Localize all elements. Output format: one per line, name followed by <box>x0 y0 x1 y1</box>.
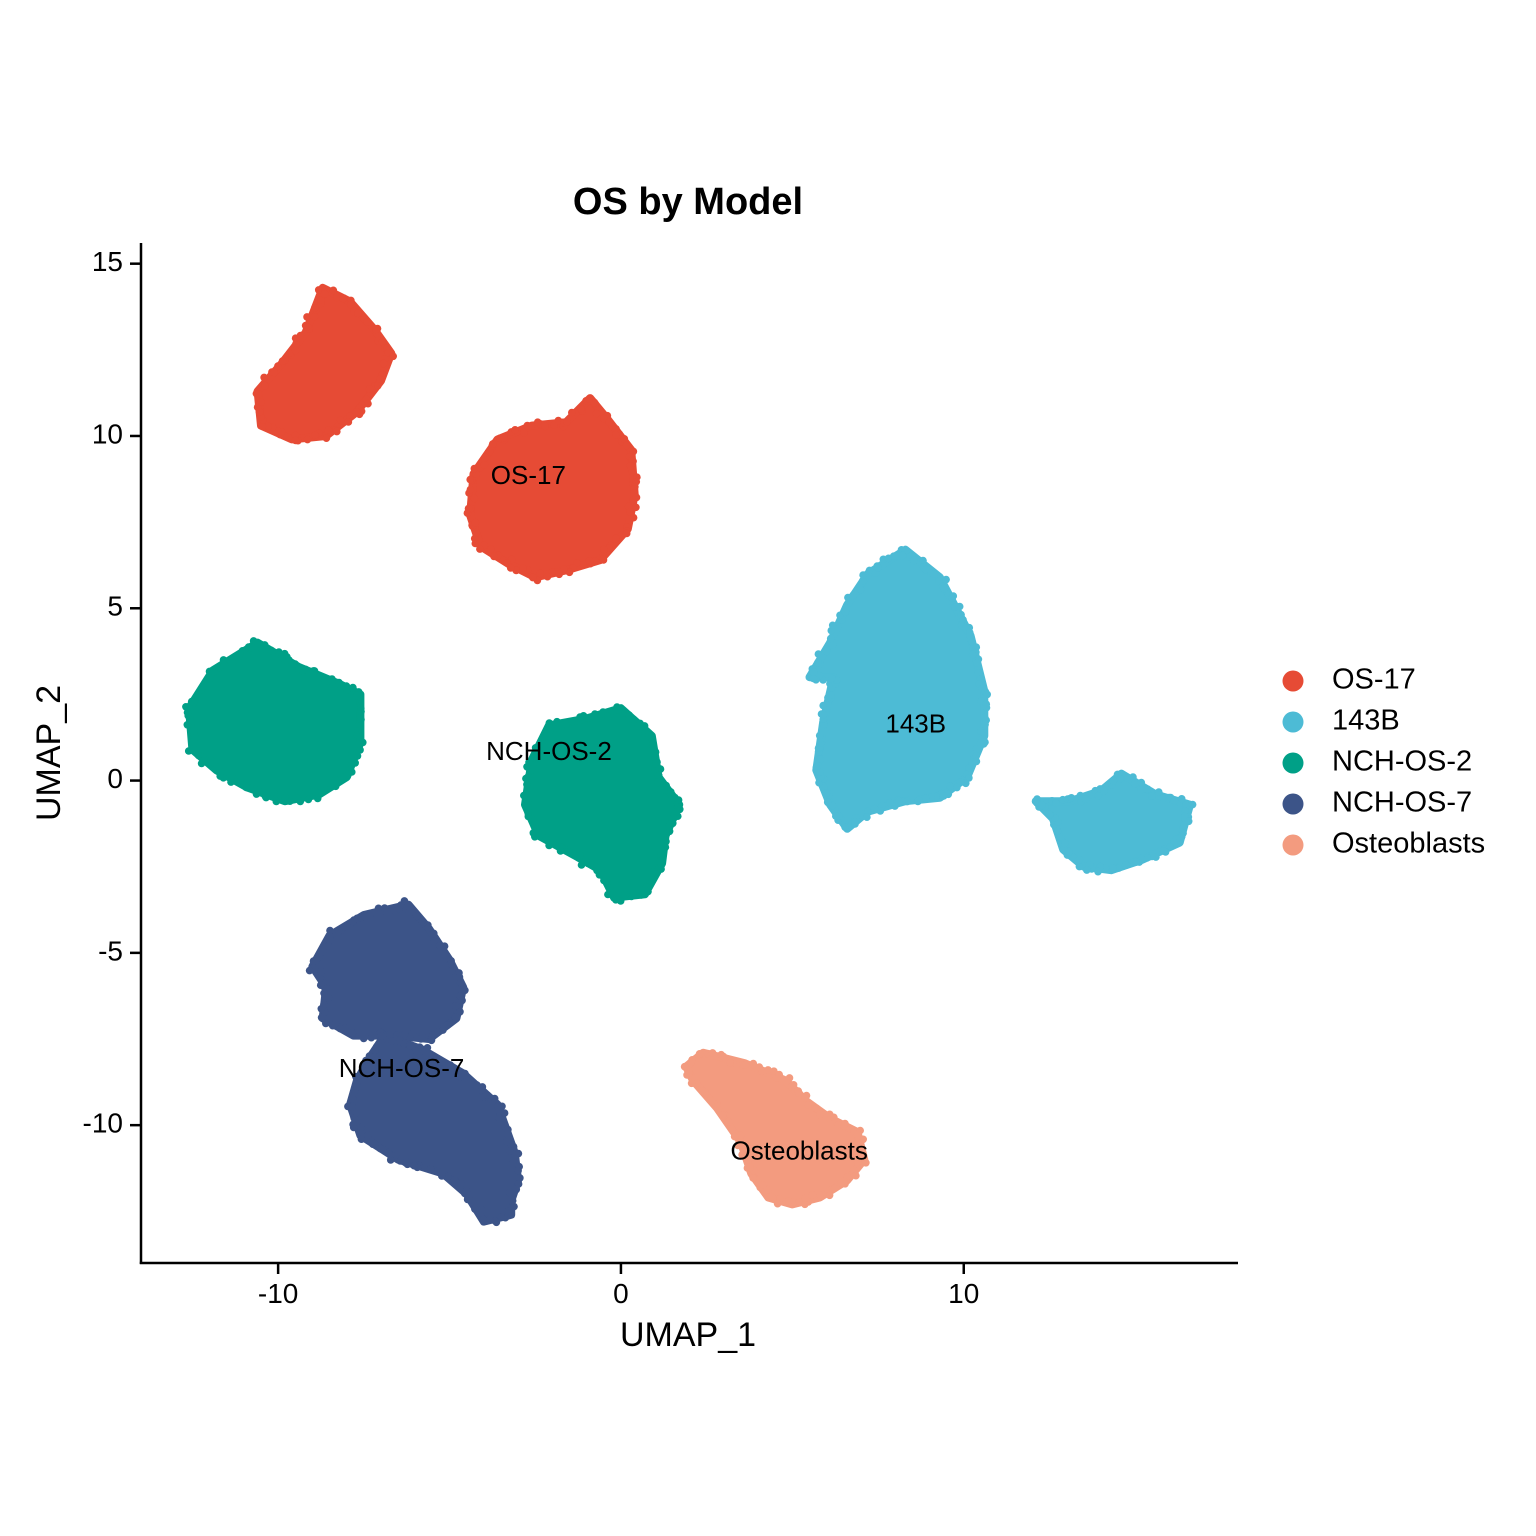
legend-item-os-17: OS-17 <box>1282 664 1416 696</box>
x-tick-label: -10 <box>258 1278 298 1309</box>
legend-label: Osteoblasts <box>1332 828 1485 860</box>
y-tick-label: 5 <box>107 591 123 622</box>
x-tick-label: 0 <box>613 1278 629 1309</box>
legend-label: NCH-OS-2 <box>1332 746 1472 778</box>
y-axis-title: UMAP_2 <box>30 685 68 821</box>
legend: OS-17 143B NCH-OS-2 NCH-OS-7 Osteoblasts <box>1282 664 1485 860</box>
legend-item-nch-os-7: NCH-OS-7 <box>1282 787 1472 819</box>
cluster-nch-os-2-2 <box>520 703 684 905</box>
legend-key <box>1282 670 1304 692</box>
legend-label: 143B <box>1332 705 1400 737</box>
legend-key <box>1282 711 1304 733</box>
points-layer <box>182 283 1197 1227</box>
legend-item-143b: 143B <box>1282 705 1400 737</box>
cluster-label-osteoblasts: Osteoblasts <box>731 1136 868 1166</box>
legend-key <box>1282 752 1304 774</box>
cluster-label-nch-os-7: NCH-OS-7 <box>339 1053 465 1083</box>
cluster-nch-os-7-2 <box>344 1028 524 1227</box>
cluster-osteoblasts-1 <box>680 1048 870 1209</box>
y-tick-label: 15 <box>92 246 123 277</box>
legend-label: OS-17 <box>1332 664 1416 696</box>
x-axis-ticks: -10 0 10 <box>258 1263 979 1309</box>
cluster-nch-os-2-1 <box>182 637 367 806</box>
legend-item-osteoblasts: Osteoblasts <box>1282 828 1485 860</box>
cluster-label-os-17: OS-17 <box>491 460 566 490</box>
cluster-os-17-1 <box>252 283 398 445</box>
cluster-os-17-2 <box>463 394 641 585</box>
legend-key <box>1282 793 1304 815</box>
cluster-143b-2 <box>1031 769 1197 876</box>
legend-key <box>1282 834 1304 856</box>
y-tick-label: -5 <box>98 935 123 966</box>
x-axis-title: UMAP_1 <box>620 1316 756 1354</box>
y-tick-label: -10 <box>83 1108 123 1139</box>
x-tick-label: 10 <box>948 1278 979 1309</box>
legend-label: NCH-OS-7 <box>1332 787 1472 819</box>
y-tick-label: 10 <box>92 418 123 449</box>
y-tick-label: 0 <box>107 763 123 794</box>
cluster-nch-os-7-1 <box>305 897 469 1045</box>
cluster-143b-1 <box>805 545 991 833</box>
y-axis-ticks: -10 -5 0 5 10 15 <box>83 246 141 1139</box>
legend-item-nch-os-2: NCH-OS-2 <box>1282 746 1472 778</box>
cluster-labels: OS-17 143B NCH-OS-2 NCH-OS-7 Osteoblasts <box>339 460 946 1165</box>
cluster-label-143b: 143B <box>885 708 946 738</box>
chart-title: OS by Model <box>573 181 803 223</box>
cluster-label-nch-os-2: NCH-OS-2 <box>486 736 612 766</box>
